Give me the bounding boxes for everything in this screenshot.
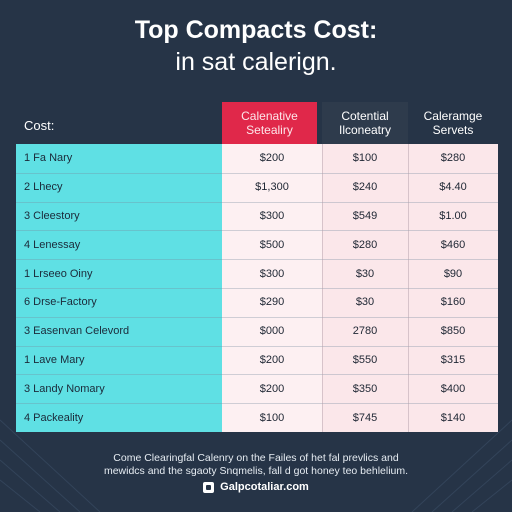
row-label: 3 Easenvan Celevord <box>16 316 222 346</box>
table-row: 3 Cleestory $300 $549 $1.00 <box>16 201 498 231</box>
value-cell-col-2: 2780 <box>322 316 408 346</box>
title-line-1: Top Compacts Cost: <box>134 16 378 44</box>
table-row: 1 Lrseeo Oiny $300 $30 $90 <box>16 259 498 288</box>
value-cell-col-1: $300 <box>222 201 322 231</box>
row-label: 3 Cleestory <box>16 201 222 231</box>
value-cell-col-3: $280 <box>408 144 498 173</box>
value-cell-col-1: $1,300 <box>222 172 322 202</box>
cost-table: Cost: Calenative Setealiry Cotential Ilc… <box>16 102 498 432</box>
row-divider <box>16 288 498 289</box>
title-line-2: in sat calerign. <box>175 48 337 76</box>
value-cell-col-1: $200 <box>222 345 322 375</box>
column-separator-1 <box>322 144 323 432</box>
row-label: 4 Packeality <box>16 403 222 432</box>
column-header-2-line-2: Ilconeatry <box>338 123 392 137</box>
footnote-line-1: Come Clearingfal Calenry on the Failes o… <box>113 452 399 464</box>
value-cell-col-3: $400 <box>408 374 498 404</box>
value-cell-col-1: $200 <box>222 374 322 404</box>
table-row: 3 Landy Nomary $200 $350 $400 <box>16 374 498 404</box>
row-label: 1 Lrseeo Oiny <box>16 259 222 288</box>
footnote: Come Clearingfal Calenry on the Failes o… <box>30 452 482 478</box>
row-divider <box>16 201 498 203</box>
value-cell-col-1: $100 <box>222 403 322 432</box>
value-cell-col-2: $100 <box>322 144 408 173</box>
page-title: Top Compacts Cost: in sat calerign. <box>0 14 512 78</box>
value-cell-col-3: $140 <box>408 403 498 432</box>
table-body: 1 Fa Nary $200 $100 $280 2 Lhecy $1,300 $240 $4… <box>16 144 498 432</box>
row-divider <box>16 259 498 261</box>
value-cell-col-3: $850 <box>408 316 498 346</box>
table-row: 3 Easenvan Celevord $000 2780 $850 <box>16 316 498 346</box>
row-label: 1 Fa Nary <box>16 144 222 173</box>
column-header-3-line-2: Servets <box>432 123 474 137</box>
value-cell-col-3: $4.40 <box>408 172 498 202</box>
row-label: 2 Lhecy <box>16 172 222 202</box>
row-divider <box>16 345 498 347</box>
column-separator-2 <box>408 144 409 432</box>
table-row: 1 Fa Nary $200 $100 $280 <box>16 144 498 173</box>
value-cell-col-3: $460 <box>408 230 498 260</box>
value-cell-col-2: $550 <box>322 345 408 375</box>
row-label: 1 Lave Mary <box>16 345 222 375</box>
row-divider <box>16 230 498 232</box>
row-label: 4 Lenessay <box>16 230 222 260</box>
column-header-1-line-2: Setealiry <box>246 123 293 137</box>
row-header-label: Cost: <box>24 118 55 133</box>
value-cell-col-1: $200 <box>222 144 322 173</box>
row-label: 3 Landy Nomary <box>16 374 222 404</box>
value-cell-col-1: $000 <box>222 316 322 346</box>
column-header-3: Caleramge Servets <box>408 102 498 144</box>
value-cell-col-1: $290 <box>222 288 322 317</box>
value-cell-col-2: $240 <box>322 172 408 202</box>
table-row: 2 Lhecy $1,300 $240 $4.40 <box>16 172 498 202</box>
row-divider <box>16 316 498 318</box>
value-cell-col-2: $30 <box>322 259 408 288</box>
column-header-2: Cotential Ilconeatry <box>322 102 408 144</box>
square-logo-icon <box>203 481 215 493</box>
value-cell-col-2: $350 <box>322 374 408 404</box>
source-credit: Galpcotaliar.com <box>0 481 512 493</box>
value-cell-col-1: $500 <box>222 230 322 260</box>
table-row: 1 Lave Mary $200 $550 $315 <box>16 345 498 375</box>
source-text: Galpcotaliar.com <box>220 481 309 493</box>
row-divider <box>16 172 498 174</box>
value-cell-col-2: $280 <box>322 230 408 260</box>
column-header-1: Calenative Setealiry <box>222 102 317 144</box>
table-row: 4 Lenessay $500 $280 $460 <box>16 230 498 260</box>
value-cell-col-2: $549 <box>322 201 408 231</box>
value-cell-col-3: $1.00 <box>408 201 498 231</box>
value-cell-col-2: $745 <box>322 403 408 432</box>
value-cell-col-3: $90 <box>408 259 498 288</box>
value-cell-col-1: $300 <box>222 259 322 288</box>
value-cell-col-3: $315 <box>408 345 498 375</box>
row-divider <box>16 374 498 376</box>
column-header-2-line-1: Cotential <box>341 109 389 123</box>
footnote-line-2: mewidcs and the sgaoty Snqmelis, fall d … <box>103 465 409 477</box>
value-cell-col-3: $160 <box>408 288 498 317</box>
value-cell-col-2: $30 <box>322 288 408 317</box>
row-divider <box>16 403 498 405</box>
table-row: 4 Packeality $100 $745 $140 <box>16 403 498 432</box>
row-label: 6 Drse-Factory <box>16 288 222 317</box>
table-row: 6 Drse-Factory $290 $30 $160 <box>16 288 498 317</box>
column-header-3-line-1: Caleramge <box>423 109 483 123</box>
table-header: Cost: Calenative Setealiry Cotential Ilc… <box>16 102 498 144</box>
column-header-1-line-1: Calenative <box>241 109 298 123</box>
